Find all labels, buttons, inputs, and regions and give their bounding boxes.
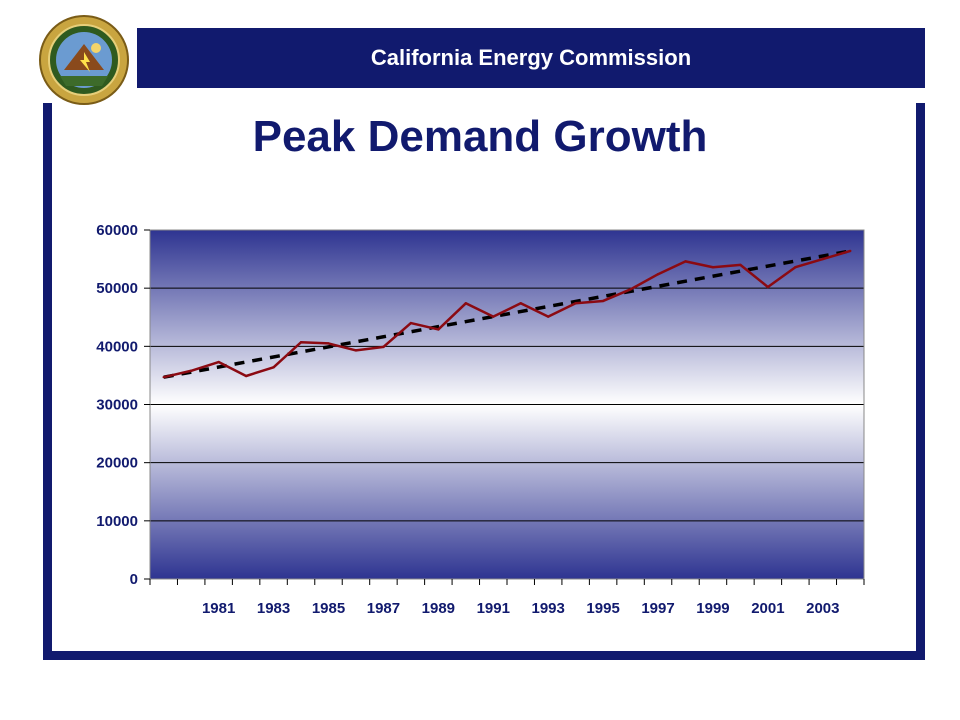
- x-tick-label: 1987: [367, 600, 400, 617]
- x-tick-label: 1995: [586, 600, 619, 617]
- slide-title: Peak Demand Growth: [252, 112, 708, 161]
- data-point: [684, 260, 687, 263]
- y-tick-label: 30000: [96, 397, 138, 414]
- data-point: [244, 374, 248, 378]
- header-title: California Energy Commission: [370, 45, 692, 70]
- data-point: [492, 315, 495, 318]
- data-point: [656, 273, 660, 276]
- data-point: [711, 266, 715, 269]
- state-seal-icon: [38, 14, 130, 106]
- data-point: [601, 299, 605, 303]
- y-tick-label: 0: [130, 571, 138, 588]
- x-tick-label: 1985: [312, 600, 345, 617]
- y-tick-label: 20000: [96, 455, 138, 472]
- y-tick-label: 40000: [96, 338, 138, 355]
- x-tick-label: 1997: [641, 600, 674, 617]
- data-point: [272, 366, 275, 369]
- data-point: [299, 341, 303, 344]
- data-point: [162, 375, 165, 379]
- data-point: [766, 285, 770, 289]
- data-point: [574, 302, 577, 305]
- data-point: [354, 349, 358, 352]
- x-tick-label: 1983: [257, 600, 290, 617]
- data-point: [327, 342, 330, 345]
- data-point: [464, 302, 468, 305]
- data-point: [437, 328, 440, 331]
- trendline: [163, 249, 851, 379]
- data-point: [629, 288, 632, 291]
- series-line: [163, 249, 851, 379]
- y-tick-label: 50000: [96, 280, 138, 297]
- data-point: [821, 257, 825, 261]
- data-point: [794, 266, 797, 269]
- x-tick-label: 1991: [477, 600, 510, 617]
- data-point: [739, 263, 742, 267]
- data-point: [382, 345, 385, 349]
- x-tick-label: 1989: [422, 600, 455, 617]
- x-tick-label: 2003: [806, 600, 839, 617]
- data-point: [849, 249, 852, 253]
- y-tick-label: 60000: [96, 222, 138, 239]
- data-point: [189, 369, 193, 372]
- y-tick-label: 10000: [96, 513, 138, 530]
- x-tick-label: 2001: [751, 600, 784, 617]
- peak-demand-chart: 0 10000 20000 30000 40000 50000 60000 1981 1983…: [96, 222, 865, 617]
- data-point: [519, 302, 522, 305]
- header-bar: California Energy Commission: [137, 28, 925, 88]
- x-tick-label: 1981: [202, 600, 235, 617]
- x-tick-label: 1999: [696, 600, 729, 617]
- data-point: [217, 360, 220, 364]
- data-point: [546, 315, 550, 318]
- x-tick-label: 1993: [532, 600, 565, 617]
- data-point: [409, 321, 413, 325]
